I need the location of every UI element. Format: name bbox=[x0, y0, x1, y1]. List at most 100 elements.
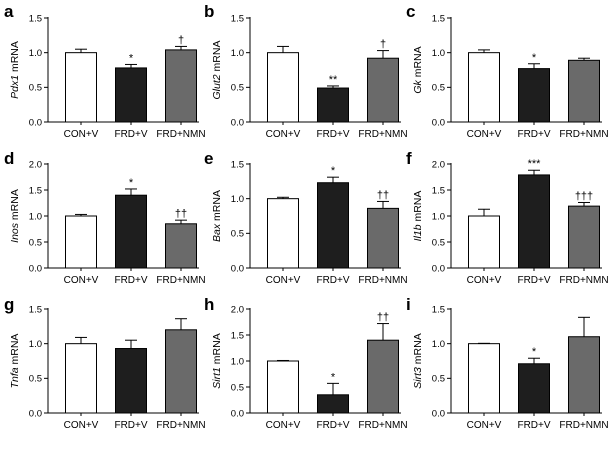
bar bbox=[65, 52, 97, 123]
y-tick-label: 1.0 bbox=[29, 211, 42, 222]
significance-label: * bbox=[129, 52, 134, 64]
y-tick-label: 1.5 bbox=[432, 304, 445, 315]
x-tick-label: FRD+V bbox=[114, 420, 147, 431]
y-tick-label: 0.5 bbox=[29, 374, 42, 385]
y-axis-label: Tnfa mRNA bbox=[9, 334, 21, 389]
y-tick-label: 1.5 bbox=[29, 13, 42, 24]
significance-label: * bbox=[331, 165, 336, 177]
x-tick-label: FRD+V bbox=[316, 420, 349, 431]
y-tick-label: 0.5 bbox=[432, 83, 445, 94]
significance-label: * bbox=[129, 177, 134, 189]
y-tick-label: 0.0 bbox=[231, 117, 244, 128]
y-tick-label: 0.5 bbox=[29, 237, 42, 248]
y-tick-label: 1.5 bbox=[231, 13, 244, 24]
y-axis-label: Il1b mRNA bbox=[412, 191, 424, 242]
x-tick-label: FRD+NMN bbox=[358, 420, 407, 431]
panel-label: i bbox=[406, 295, 411, 314]
y-tick-label: 0.5 bbox=[29, 83, 42, 94]
panel-a: a Pdx1 mRNA 0.0 0.5 1.0 1.5 CON+V FRD+V * FRD+NMN… bbox=[4, 2, 206, 140]
x-tick-label: CON+V bbox=[64, 275, 99, 286]
y-tick-label: 1.0 bbox=[29, 48, 42, 59]
bar bbox=[165, 49, 197, 123]
bar bbox=[317, 182, 349, 269]
y-tick-label: 2.0 bbox=[432, 159, 445, 170]
y-axis-label: Sirt1 mRNA bbox=[211, 333, 223, 388]
panel-label: h bbox=[204, 295, 214, 314]
x-tick-label: FRD+NMN bbox=[559, 420, 608, 431]
bar bbox=[65, 343, 97, 414]
bar bbox=[367, 339, 399, 414]
panel-c: c Gk mRNA 0.0 0.5 1.0 1.5 CON+V FRD+V * FRD+NMN bbox=[406, 2, 609, 140]
bar bbox=[317, 87, 349, 123]
x-tick-label: FRD+NMN bbox=[156, 129, 205, 140]
bar bbox=[267, 52, 299, 123]
bar bbox=[267, 198, 299, 269]
panel-label: e bbox=[204, 149, 213, 168]
significance-label: * bbox=[532, 52, 537, 64]
bar bbox=[115, 194, 147, 269]
y-tick-label: 1.5 bbox=[29, 185, 42, 196]
x-tick-label: FRD+V bbox=[316, 129, 349, 140]
significance-label: † bbox=[380, 39, 386, 51]
bar bbox=[165, 329, 197, 414]
significance-label: *** bbox=[528, 158, 542, 170]
bar bbox=[568, 59, 600, 123]
x-tick-label: CON+V bbox=[64, 129, 99, 140]
x-tick-label: FRD+V bbox=[517, 129, 550, 140]
x-tick-label: FRD+V bbox=[316, 275, 349, 286]
panel-d: d Inos mRNA 0.0 0.5 1.0 1.5 2.0 CON+V FRD+V * FRD+… bbox=[4, 149, 206, 286]
x-tick-label: CON+V bbox=[64, 420, 99, 431]
y-tick-label: 1.0 bbox=[29, 339, 42, 350]
panel-b: b Glut2 mRNA 0.0 0.5 1.0 1.5 CON+V FRD+V ** FRD+N… bbox=[204, 2, 408, 140]
bar bbox=[115, 348, 147, 414]
x-tick-label: FRD+NMN bbox=[559, 275, 608, 286]
x-tick-label: FRD+NMN bbox=[358, 129, 407, 140]
bar bbox=[568, 336, 600, 414]
bar bbox=[468, 215, 500, 269]
significance-label: ** bbox=[329, 74, 338, 86]
bar bbox=[65, 215, 97, 269]
x-tick-label: CON+V bbox=[467, 129, 502, 140]
y-tick-label: 0.5 bbox=[231, 382, 244, 393]
panel-label: a bbox=[4, 2, 14, 21]
significance-label: †† bbox=[175, 208, 187, 220]
y-tick-label: 2.0 bbox=[231, 304, 244, 315]
x-tick-label: FRD+V bbox=[517, 420, 550, 431]
significance-label: †† bbox=[377, 312, 389, 324]
panel-h: h Sirt1 mRNA 0.0 0.5 1.0 1.5 2.0 CON+V FRD+V * FRD… bbox=[204, 295, 408, 431]
y-tick-label: 1.5 bbox=[231, 159, 244, 170]
significance-label: †† bbox=[377, 189, 389, 201]
panel-label: c bbox=[406, 2, 415, 21]
bar bbox=[468, 52, 500, 123]
y-tick-label: 1.0 bbox=[231, 194, 244, 205]
y-tick-label: 1.5 bbox=[432, 185, 445, 196]
y-tick-label: 0.0 bbox=[432, 117, 445, 128]
y-tick-label: 0.0 bbox=[432, 263, 445, 274]
panel-label: f bbox=[406, 149, 412, 168]
x-tick-label: CON+V bbox=[266, 129, 301, 140]
x-tick-label: FRD+NMN bbox=[156, 420, 205, 431]
x-tick-label: FRD+NMN bbox=[559, 129, 608, 140]
x-tick-label: CON+V bbox=[467, 420, 502, 431]
bar bbox=[367, 57, 399, 123]
y-tick-label: 0.0 bbox=[231, 263, 244, 274]
y-tick-label: 1.5 bbox=[432, 13, 445, 24]
bar bbox=[468, 343, 500, 414]
bar bbox=[518, 68, 550, 123]
bar bbox=[317, 394, 349, 414]
y-axis-label: Pdx1 mRNA bbox=[9, 41, 21, 99]
panel-g: g Tnfa mRNA 0.0 0.5 1.0 1.5 CON+V FRD+V FRD+NMN bbox=[4, 295, 206, 431]
y-tick-label: 1.5 bbox=[29, 304, 42, 315]
x-tick-label: FRD+V bbox=[517, 275, 550, 286]
y-tick-label: 1.0 bbox=[432, 339, 445, 350]
panel-label: b bbox=[204, 2, 214, 21]
y-axis-label: Inos mRNA bbox=[9, 189, 21, 243]
panel-e: e Bax mRNA 0.0 0.5 1.0 1.5 CON+V FRD+V * FRD+NMN †… bbox=[204, 149, 408, 286]
y-tick-label: 1.5 bbox=[231, 330, 244, 341]
y-axis-label: Gk mRNA bbox=[412, 46, 424, 93]
bar bbox=[518, 363, 550, 414]
y-axis-label: Bax mRNA bbox=[211, 190, 223, 242]
bar bbox=[568, 205, 600, 269]
y-tick-label: 0.0 bbox=[29, 117, 42, 128]
